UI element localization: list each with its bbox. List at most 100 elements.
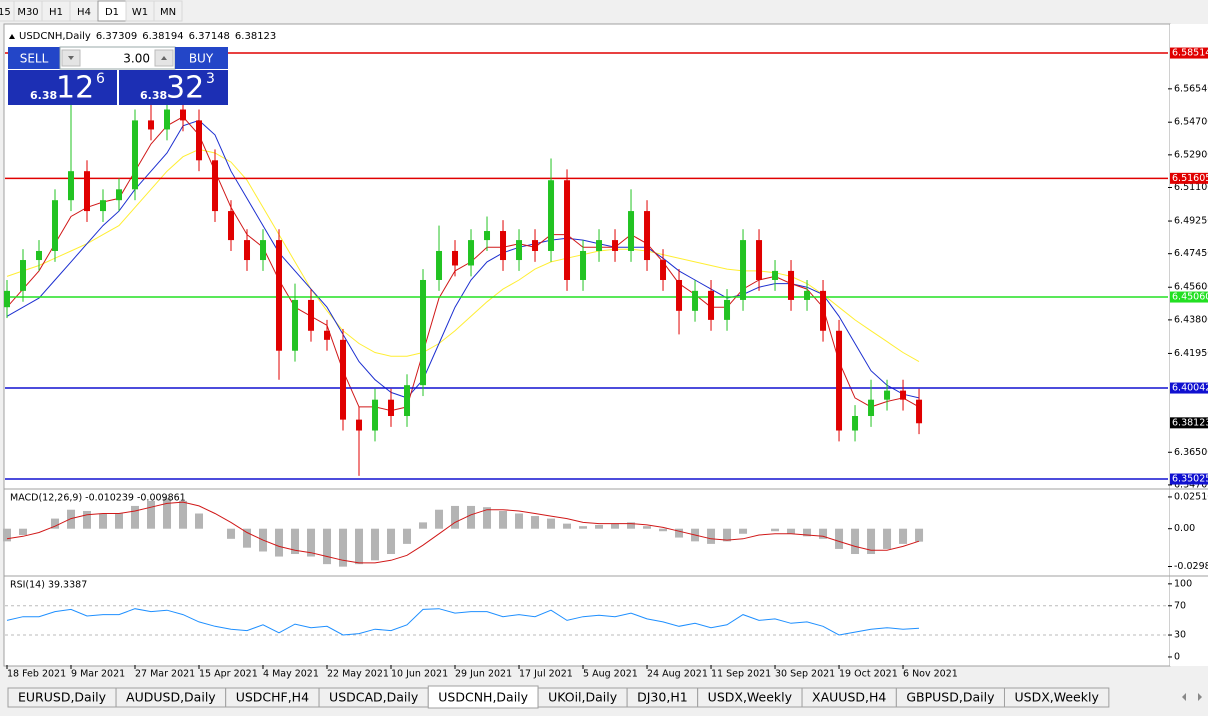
macd-bar bbox=[899, 528, 908, 544]
timeframe-label: W1 bbox=[132, 7, 148, 18]
tab-scroll-right[interactable] bbox=[1198, 693, 1202, 701]
candle-body bbox=[564, 180, 571, 280]
trade-panel: SELL 3.00 BUY 6.38 12 6 6.38 32 3 bbox=[8, 46, 228, 106]
bid-pips: 12 bbox=[56, 71, 94, 106]
y-tick-label: 0.025108 bbox=[1174, 491, 1208, 502]
x-tick-label: 27 Mar 2021 bbox=[135, 669, 195, 680]
candle-body bbox=[100, 200, 107, 212]
macd-bar bbox=[739, 528, 748, 534]
candle-body bbox=[292, 299, 299, 351]
chart-tab-label: UKOil,Daily bbox=[548, 690, 618, 705]
y-tick-label: 6.45600 bbox=[1174, 282, 1208, 293]
sell-button[interactable] bbox=[8, 47, 60, 69]
y-tick-label: 0.00 bbox=[1174, 523, 1195, 534]
candle-body bbox=[772, 270, 779, 280]
last-price-box bbox=[1170, 417, 1208, 429]
sell-label: SELL bbox=[20, 52, 49, 66]
candle-body bbox=[788, 270, 795, 300]
candle-body bbox=[52, 200, 59, 251]
candle-body bbox=[308, 299, 315, 331]
quote-value: 6.37148 bbox=[189, 31, 230, 42]
rsi-line bbox=[6, 608, 920, 636]
macd-bar bbox=[387, 528, 396, 555]
candle-body bbox=[388, 399, 395, 417]
candle-body bbox=[212, 160, 219, 212]
chart-tabs: EURUSD,Daily AUDUSD,Daily USDCHF,H4 USDCAD,… bbox=[7, 685, 1110, 709]
chart-tab-label: USDCNH,Daily bbox=[438, 690, 528, 705]
candle-body bbox=[820, 290, 827, 331]
x-tick-label: 4 May 2021 bbox=[263, 669, 319, 680]
chart-tab-label: EURUSD,Daily bbox=[18, 690, 107, 705]
macd-bar bbox=[467, 505, 476, 529]
macd-bar bbox=[627, 522, 636, 529]
x-tick-label: 15 Apr 2021 bbox=[199, 669, 258, 680]
x-tick-label: 19 Oct 2021 bbox=[839, 669, 898, 680]
macd-bar bbox=[435, 509, 444, 529]
timeframe-label: M15 bbox=[0, 7, 11, 18]
candle-body bbox=[468, 240, 475, 266]
x-tick-label: 29 Jun 2021 bbox=[455, 669, 512, 680]
candle-body bbox=[356, 419, 363, 431]
x-tick-label: 10 Jun 2021 bbox=[391, 669, 448, 680]
candle-body bbox=[132, 120, 139, 190]
candle-body bbox=[596, 240, 603, 251]
y-tick-label: 100 bbox=[1174, 578, 1192, 589]
candle-body bbox=[372, 399, 379, 431]
chart-tab-label: GBPUSD,Daily bbox=[906, 690, 995, 705]
macd-bar bbox=[419, 522, 428, 529]
timeframe-button[interactable] bbox=[153, 0, 183, 22]
ask-big: 6.38 bbox=[140, 89, 167, 102]
chart-tab[interactable] bbox=[1003, 687, 1110, 708]
bid-box[interactable] bbox=[8, 70, 117, 105]
candle-body bbox=[660, 260, 667, 280]
ask-pips: 32 bbox=[166, 71, 204, 106]
bid-big: 6.38 bbox=[30, 89, 57, 102]
candle-body bbox=[500, 231, 507, 261]
candle-body bbox=[900, 390, 907, 400]
y-tick-label: 6.43800 bbox=[1174, 314, 1208, 325]
candle-body bbox=[340, 339, 347, 420]
buy-button[interactable] bbox=[175, 47, 228, 69]
macd-bar bbox=[179, 500, 188, 529]
macd-bar bbox=[835, 528, 844, 549]
macd-bar bbox=[563, 523, 572, 529]
macd-bar bbox=[643, 526, 652, 529]
timeframe-label: MN bbox=[160, 7, 176, 18]
y-tick-label: 6.34700 bbox=[1174, 479, 1208, 490]
x-tick-label: 5 Aug 2021 bbox=[583, 669, 638, 680]
macd-bar bbox=[915, 528, 924, 542]
y-tick-label: 6.52900 bbox=[1174, 149, 1208, 160]
tab-scroll-left[interactable] bbox=[1182, 693, 1186, 701]
chart-tab-label: DJ30,H1 bbox=[637, 690, 688, 705]
candle-body bbox=[4, 290, 11, 308]
macd-bar bbox=[611, 523, 620, 529]
x-tick-label: 17 Jul 2021 bbox=[519, 669, 573, 680]
macd-bar bbox=[803, 528, 812, 537]
macd-bar bbox=[147, 500, 156, 529]
candle-body bbox=[804, 290, 811, 300]
timeframe-label: H4 bbox=[77, 7, 91, 18]
ask-box[interactable] bbox=[119, 70, 228, 105]
ask-fraction: 3 bbox=[206, 71, 215, 87]
x-tick-label: 18 Feb 2021 bbox=[7, 669, 66, 680]
chart-tab-label: USDX,Weekly bbox=[1014, 690, 1099, 705]
candle-body bbox=[420, 279, 427, 386]
macd-bar bbox=[131, 505, 140, 529]
candle-body bbox=[84, 171, 91, 212]
price-axis-area bbox=[1170, 24, 1208, 666]
level-price-label: 6.40042 bbox=[1172, 383, 1208, 394]
macd-bar bbox=[707, 528, 716, 544]
candle-body bbox=[836, 330, 843, 431]
y-tick-label: -0.02988 bbox=[1174, 561, 1208, 572]
macd-bar bbox=[51, 518, 60, 529]
macd-bar bbox=[579, 526, 588, 529]
moving-average bbox=[6, 148, 920, 363]
level-price-box bbox=[1170, 291, 1208, 303]
candle-body bbox=[724, 299, 731, 320]
macd-bar bbox=[723, 528, 732, 542]
candle-body bbox=[532, 240, 539, 251]
macd-bar bbox=[243, 528, 252, 548]
collapse-triangle[interactable] bbox=[9, 34, 15, 39]
candle-body bbox=[740, 240, 747, 300]
